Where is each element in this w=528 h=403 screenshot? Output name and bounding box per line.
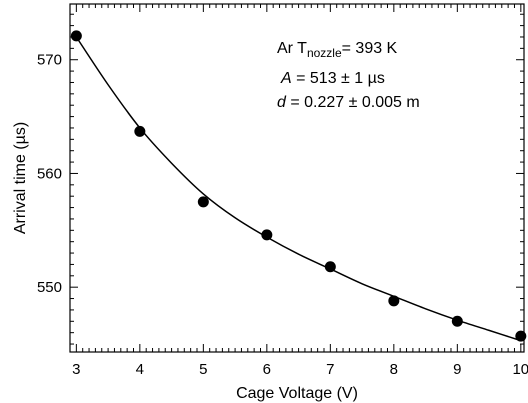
data-points <box>70 30 527 342</box>
x-tick-label: 7 <box>326 361 334 378</box>
x-tick-label: 3 <box>72 361 80 378</box>
data-point <box>515 330 527 342</box>
annotation-block: Ar Tnozzle= 393 K A = 513 ± 1 µs d = 0.2… <box>277 40 420 111</box>
x-tick-label: 5 <box>199 361 207 378</box>
data-point <box>324 261 336 273</box>
y-tick-label: 560 <box>37 165 62 182</box>
annotation-line-3: d = 0.227 ± 0.005 m <box>277 94 420 111</box>
annotation-line-2: A = 513 ± 1 µs <box>280 70 385 87</box>
axis-tick-labels: 3 4 5 6 7 8 9 10 550 560 570 <box>37 52 528 378</box>
annotation-line-1: Ar Tnozzle= 393 K <box>277 40 398 60</box>
data-point <box>451 315 463 327</box>
x-tick-label: 8 <box>390 361 398 378</box>
data-point <box>261 229 273 241</box>
x-tick-label: 10 <box>512 361 528 378</box>
y-tick-label: 570 <box>37 52 62 69</box>
x-axis-label: Cage Voltage (V) <box>236 385 358 402</box>
x-tick-label: 9 <box>453 361 461 378</box>
y-axis-label: Arrival time (µs) <box>12 122 29 234</box>
data-point <box>197 196 209 208</box>
x-tick-label: 6 <box>263 361 271 378</box>
fit-curve <box>75 36 522 342</box>
data-point <box>134 125 146 137</box>
x-tick-label: 4 <box>136 361 144 378</box>
data-point <box>70 30 82 42</box>
y-tick-label: 550 <box>37 279 62 296</box>
data-point <box>388 295 400 307</box>
plot-frame <box>69 3 525 353</box>
